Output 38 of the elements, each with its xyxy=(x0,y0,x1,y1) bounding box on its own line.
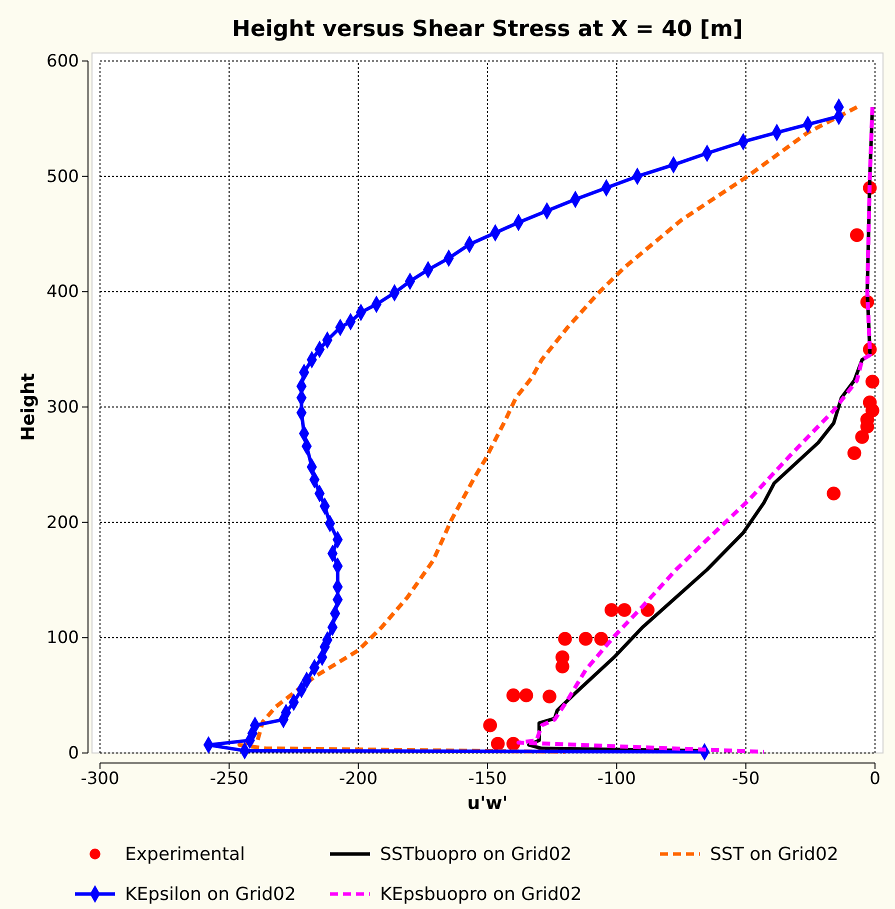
point xyxy=(542,690,556,704)
point xyxy=(519,688,534,702)
point xyxy=(866,374,880,389)
point xyxy=(558,632,572,646)
legend-label: SST on Grid02 xyxy=(710,844,838,865)
x-tick-label: -150 xyxy=(468,769,507,790)
x-tick-label: -300 xyxy=(80,769,120,790)
point xyxy=(826,486,841,500)
x-tick-label: -250 xyxy=(210,769,248,790)
legend-label: Experimental xyxy=(125,844,246,865)
x-tick-label: 0 xyxy=(870,769,880,790)
point xyxy=(490,736,505,751)
point xyxy=(483,718,497,732)
point xyxy=(578,632,593,646)
y-axis-title: Height xyxy=(18,372,39,441)
x-axis-title: u'w' xyxy=(467,793,508,814)
x-tick-label: -200 xyxy=(339,769,378,790)
x-tick-label: -100 xyxy=(597,769,636,790)
point xyxy=(506,688,520,702)
y-tick-label: 0 xyxy=(68,743,79,764)
point xyxy=(556,660,570,674)
y-tick-label: 100 xyxy=(46,628,79,648)
legend-label: SSTbuopro on Grid02 xyxy=(380,844,572,865)
y-tick-label: 300 xyxy=(46,397,79,418)
point xyxy=(604,603,618,617)
y-tick-label: 400 xyxy=(46,282,79,302)
y-tick-label: 500 xyxy=(46,166,79,187)
point xyxy=(594,632,608,646)
legend-label: KEpsilon on Grid02 xyxy=(125,884,296,905)
point xyxy=(618,603,632,617)
point xyxy=(847,446,862,460)
point xyxy=(855,430,869,444)
legend-label: KEpsbuopro on Grid02 xyxy=(380,884,582,905)
chart-title: Height versus Shear Stress at X = 40 [m] xyxy=(232,17,743,42)
y-tick-label: 200 xyxy=(46,512,79,533)
y-tick-label: 600 xyxy=(46,51,79,72)
point xyxy=(850,228,864,242)
x-tick-label: -50 xyxy=(732,769,760,790)
